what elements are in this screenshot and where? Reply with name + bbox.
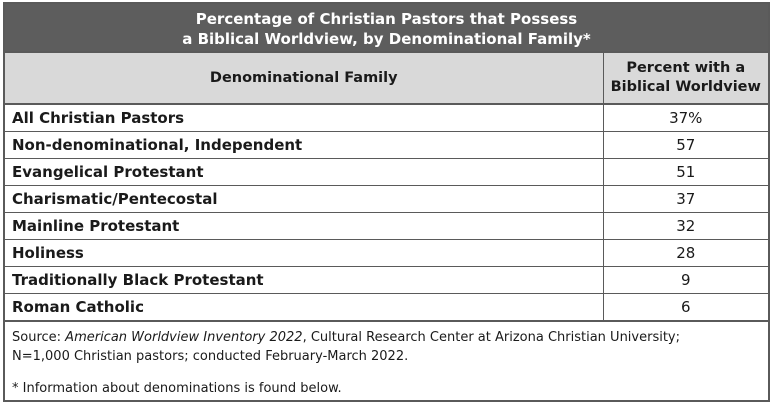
row-value: 32 <box>603 212 768 240</box>
source-prefix: Source: <box>12 330 66 345</box>
row-value: 37 <box>603 185 768 213</box>
table-container: Percentage of Christian Pastors that Pos… <box>3 2 770 402</box>
row-label: Evangelical Protestant <box>5 158 604 186</box>
table-row: Holiness 28 <box>5 239 768 267</box>
column-header-percent-line-2: Biblical Worldview <box>610 79 761 95</box>
title-line-2: a Biblical Worldview, by Denominational … <box>182 30 591 48</box>
column-header-percent: Percent with a Biblical Worldview <box>603 53 768 105</box>
row-label: Mainline Protestant <box>5 212 604 240</box>
row-value: 9 <box>603 266 768 294</box>
row-label: Traditionally Black Protestant <box>5 266 604 294</box>
row-value: 6 <box>603 293 768 322</box>
row-value: 51 <box>603 158 768 186</box>
row-value: 57 <box>603 131 768 159</box>
row-label: Charismatic/Pentecostal <box>5 185 604 213</box>
title-line-1: Percentage of Christian Pastors that Pos… <box>195 10 578 28</box>
table-title: Percentage of Christian Pastors that Pos… <box>5 4 768 53</box>
table-row: All Christian Pastors 37% <box>5 104 768 132</box>
source-title: American Worldview Inventory 2022 <box>65 330 303 345</box>
column-header-denominational-family: Denominational Family <box>5 53 604 105</box>
row-value: 28 <box>603 239 768 267</box>
row-label: Roman Catholic <box>5 293 604 322</box>
table-row: Charismatic/Pentecostal 37 <box>5 185 768 213</box>
table-notes: Source: American Worldview Inventory 202… <box>5 322 768 400</box>
source-suffix: , Cultural Research Center at Arizona Ch… <box>302 330 681 345</box>
source-line-2: N=1,000 Christian pastors; conducted Feb… <box>12 349 409 364</box>
header-row: Denominational Family Percent with a Bib… <box>5 53 768 105</box>
table-row: Non-denominational, Independent 57 <box>5 131 768 159</box>
footnote: * Information about denominations is fou… <box>12 381 342 396</box>
data-table: Denominational Family Percent with a Bib… <box>5 53 768 322</box>
table-row: Traditionally Black Protestant 9 <box>5 266 768 294</box>
source-line-1: Source: American Worldview Inventory 202… <box>12 328 761 347</box>
row-label: Non-denominational, Independent <box>5 131 604 159</box>
table-row: Mainline Protestant 32 <box>5 212 768 240</box>
row-label: All Christian Pastors <box>5 104 604 132</box>
row-label: Holiness <box>5 239 604 267</box>
column-header-percent-line-1: Percent with a <box>626 60 746 76</box>
row-value: 37% <box>603 104 768 132</box>
table-row: Evangelical Protestant 51 <box>5 158 768 186</box>
table-row: Roman Catholic 6 <box>5 293 768 322</box>
